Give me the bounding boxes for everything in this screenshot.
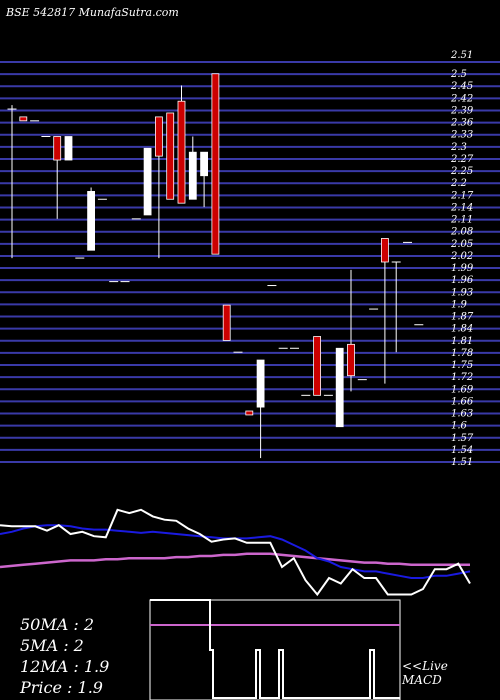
y-tick-label: 1.99 xyxy=(451,263,474,274)
y-tick-label: 2.08 xyxy=(450,227,473,238)
candle xyxy=(222,304,231,341)
ma-long-line xyxy=(0,552,470,569)
candle-body xyxy=(188,151,197,200)
candle-body xyxy=(211,73,220,255)
candle xyxy=(313,336,322,396)
candle xyxy=(154,116,163,259)
y-tick-label: 1.78 xyxy=(451,348,473,359)
macd-box xyxy=(149,599,401,700)
y-tick-label: 2.5 xyxy=(450,69,467,80)
y-tick-label: 2.36 xyxy=(450,118,474,129)
candle xyxy=(391,261,401,353)
y-tick-label: 1.75 xyxy=(451,360,473,371)
y-tick-label: 2.25 xyxy=(450,166,473,177)
candle xyxy=(166,112,175,200)
y-tick-label: 2.17 xyxy=(450,190,474,201)
candle xyxy=(335,347,344,428)
y-tick-labels: 2.512.52.452.422.392.362.332.32.272.252.… xyxy=(450,50,474,468)
chart-title: BSE 542817 MunafaSutra.com xyxy=(5,6,179,19)
y-tick-label: 1.69 xyxy=(451,384,474,395)
legend-ma5: 5MA : 2 xyxy=(20,636,84,655)
candle xyxy=(256,359,265,459)
candle-body xyxy=(313,336,322,396)
y-tick-label: 1.63 xyxy=(451,409,473,420)
y-tick-label: 2.42 xyxy=(450,93,473,104)
legend-price: Price : 1.9 xyxy=(19,678,103,697)
candle xyxy=(347,269,355,392)
candle-body xyxy=(87,191,95,251)
y-tick-label: 1.87 xyxy=(451,312,474,323)
y-tick-label: 1.84 xyxy=(451,324,473,335)
y-tick-label: 1.51 xyxy=(451,457,473,468)
candle-body xyxy=(347,343,355,377)
candle-body xyxy=(166,112,175,200)
y-tick-label: 2.05 xyxy=(450,239,473,250)
candle-body xyxy=(335,347,344,428)
candle xyxy=(143,147,152,216)
y-tick-label: 2.39 xyxy=(450,105,474,116)
candle xyxy=(200,151,209,208)
y-tick-label: 1.93 xyxy=(451,287,473,298)
y-tick-label: 1.54 xyxy=(451,445,473,456)
y-tick-label: 1.66 xyxy=(451,396,474,407)
candle-body xyxy=(143,147,152,216)
candle-body xyxy=(245,410,254,416)
y-tick-label: 2.2 xyxy=(450,178,467,189)
candle-body xyxy=(177,100,186,204)
y-tick-label: 2.14 xyxy=(450,202,473,213)
legend: 50MA : 2 5MA : 2 12MA : 1.9 Price : 1.9 xyxy=(19,615,109,697)
candle xyxy=(177,85,186,204)
candle xyxy=(53,136,62,219)
y-tick-label: 2.51 xyxy=(450,50,473,61)
candle-body xyxy=(200,151,209,177)
macd-histogram-line xyxy=(150,599,400,699)
y-tick-label: 2.11 xyxy=(450,215,473,226)
candle xyxy=(7,105,17,259)
y-tick-label: 2.02 xyxy=(450,251,473,262)
y-tick-label: 2.27 xyxy=(450,154,474,165)
y-tick-label: 2.45 xyxy=(450,81,473,92)
candle xyxy=(64,136,73,161)
legend-ma12: 12MA : 1.9 xyxy=(20,657,109,676)
price-line xyxy=(0,508,471,597)
candle xyxy=(245,410,254,416)
candle xyxy=(188,136,197,200)
y-tick-label: 1.96 xyxy=(451,275,474,286)
y-tick-label: 1.72 xyxy=(451,372,473,383)
price-grid xyxy=(0,61,500,463)
macd-label: <<Live MACD xyxy=(401,659,452,687)
candle xyxy=(19,116,28,122)
macd-panel xyxy=(149,599,401,700)
candle-body xyxy=(53,136,62,161)
candle xyxy=(211,73,220,255)
candle xyxy=(380,238,389,384)
candle-body xyxy=(256,359,265,408)
y-tick-label: 2.3 xyxy=(450,142,467,153)
candle-body xyxy=(154,116,163,157)
indicator-panel xyxy=(0,508,471,597)
candle-body xyxy=(222,304,231,341)
y-tick-label: 2.33 xyxy=(450,130,473,141)
y-tick-label: 1.81 xyxy=(451,336,473,347)
y-tick-label: 1.6 xyxy=(451,421,468,432)
legend-ma50: 50MA : 2 xyxy=(20,615,94,634)
y-tick-label: 1.9 xyxy=(451,299,468,310)
candle-body xyxy=(19,116,28,122)
y-tick-label: 1.57 xyxy=(451,433,474,444)
candle-body xyxy=(64,136,73,161)
candlestick-series xyxy=(7,73,424,459)
candle xyxy=(87,187,95,251)
candle-body xyxy=(380,238,389,263)
